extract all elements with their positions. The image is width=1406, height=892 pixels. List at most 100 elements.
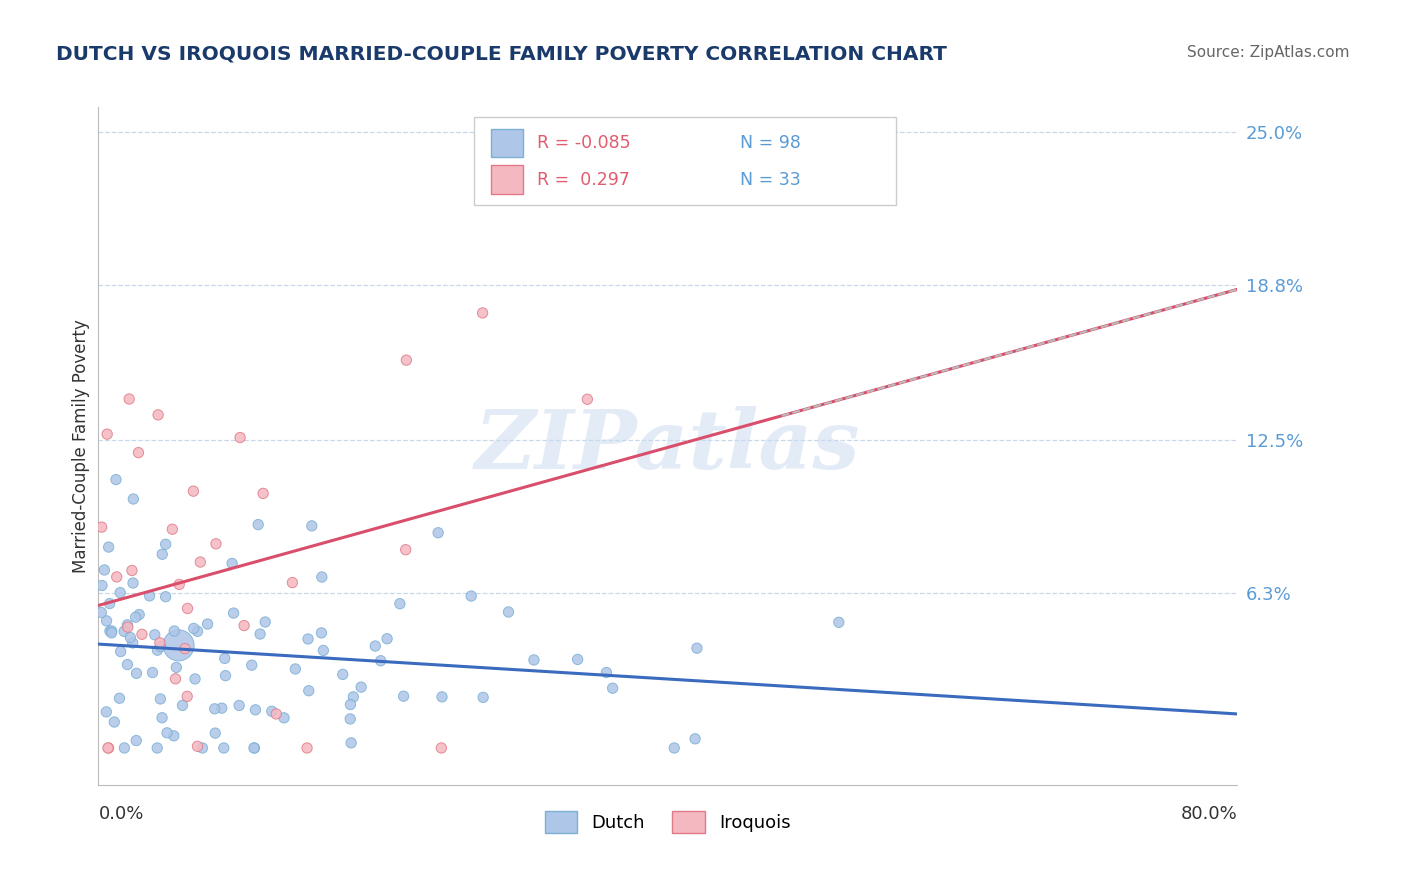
FancyBboxPatch shape	[491, 128, 523, 157]
Dutch	[472, 690, 495, 705]
Dutch	[222, 606, 245, 620]
Dutch	[298, 683, 321, 698]
Dutch	[683, 731, 706, 746]
Dutch	[150, 711, 173, 725]
Dutch	[128, 607, 150, 622]
Dutch	[98, 624, 121, 638]
Dutch	[112, 741, 135, 756]
Dutch	[214, 668, 236, 682]
Dutch	[155, 590, 177, 604]
Iroquois	[264, 706, 287, 721]
Dutch	[342, 690, 364, 704]
Iroquois	[118, 392, 141, 406]
Dutch	[339, 698, 361, 712]
Dutch	[98, 597, 121, 611]
Dutch	[149, 640, 172, 654]
Dutch	[143, 628, 166, 642]
Dutch	[311, 570, 333, 584]
Iroquois	[176, 690, 198, 704]
Dutch	[364, 639, 387, 653]
Iroquois	[121, 564, 143, 578]
Dutch	[284, 662, 307, 676]
Dutch	[523, 653, 546, 667]
Text: Source: ZipAtlas.com: Source: ZipAtlas.com	[1187, 45, 1350, 60]
Dutch	[254, 615, 277, 629]
Dutch	[146, 741, 169, 756]
Iroquois	[162, 522, 184, 536]
Dutch	[228, 698, 250, 713]
Iroquois	[105, 570, 128, 584]
Dutch	[191, 741, 214, 756]
Dutch	[156, 726, 179, 740]
FancyBboxPatch shape	[474, 117, 896, 205]
Iroquois	[471, 306, 494, 320]
Dutch	[332, 667, 354, 681]
Dutch	[96, 705, 118, 719]
Dutch	[146, 643, 169, 657]
Dutch	[112, 624, 135, 639]
Dutch	[96, 614, 118, 628]
Iroquois	[97, 741, 120, 756]
Dutch	[430, 690, 453, 704]
Dutch	[108, 585, 131, 599]
Dutch	[204, 726, 226, 740]
Dutch	[427, 525, 450, 540]
Dutch	[686, 641, 709, 656]
Dutch	[339, 712, 361, 726]
FancyBboxPatch shape	[491, 165, 523, 194]
Dutch	[122, 576, 145, 591]
Dutch	[297, 632, 319, 646]
Dutch	[260, 704, 283, 718]
Dutch	[212, 741, 235, 756]
Iroquois	[176, 601, 198, 615]
Iroquois	[131, 627, 153, 641]
Iroquois	[295, 741, 318, 756]
Dutch	[103, 714, 125, 729]
Dutch	[249, 627, 271, 641]
Iroquois	[183, 484, 205, 499]
Dutch	[245, 703, 267, 717]
Dutch	[91, 578, 114, 592]
Text: DUTCH VS IROQUOIS MARRIED-COUPLE FAMILY POVERTY CORRELATION CHART: DUTCH VS IROQUOIS MARRIED-COUPLE FAMILY …	[56, 45, 948, 63]
Iroquois	[205, 537, 228, 551]
Dutch	[340, 736, 363, 750]
Dutch	[125, 666, 148, 681]
Dutch	[567, 652, 589, 666]
Dutch	[197, 617, 219, 632]
Iroquois	[186, 739, 208, 754]
Dutch	[167, 638, 190, 652]
Dutch	[312, 643, 335, 657]
Dutch	[243, 741, 266, 756]
Text: ZIPatlas: ZIPatlas	[475, 406, 860, 486]
Dutch	[172, 698, 194, 713]
Dutch	[93, 563, 115, 577]
Iroquois	[146, 408, 169, 422]
Dutch	[301, 519, 323, 533]
Iroquois	[281, 575, 304, 590]
Iroquois	[173, 641, 195, 656]
Dutch	[460, 589, 482, 603]
Dutch	[388, 597, 411, 611]
Dutch	[104, 473, 127, 487]
Dutch	[204, 702, 226, 716]
Dutch	[370, 654, 392, 668]
Dutch	[155, 537, 177, 551]
Text: N = 98: N = 98	[740, 134, 800, 152]
Dutch	[602, 681, 624, 695]
Dutch	[498, 605, 520, 619]
Dutch	[125, 610, 148, 624]
Iroquois	[430, 741, 453, 756]
Iroquois	[97, 741, 120, 756]
Dutch	[125, 733, 148, 747]
Y-axis label: Married-Couple Family Poverty: Married-Couple Family Poverty	[72, 319, 90, 573]
Text: R =  0.297: R = 0.297	[537, 170, 630, 188]
Dutch	[183, 622, 205, 636]
Dutch	[165, 660, 187, 674]
Dutch	[90, 606, 112, 620]
Dutch	[243, 741, 266, 756]
Dutch	[108, 691, 131, 706]
Iroquois	[395, 542, 418, 557]
Dutch	[122, 491, 145, 506]
Dutch	[595, 665, 617, 680]
Dutch	[100, 625, 122, 640]
